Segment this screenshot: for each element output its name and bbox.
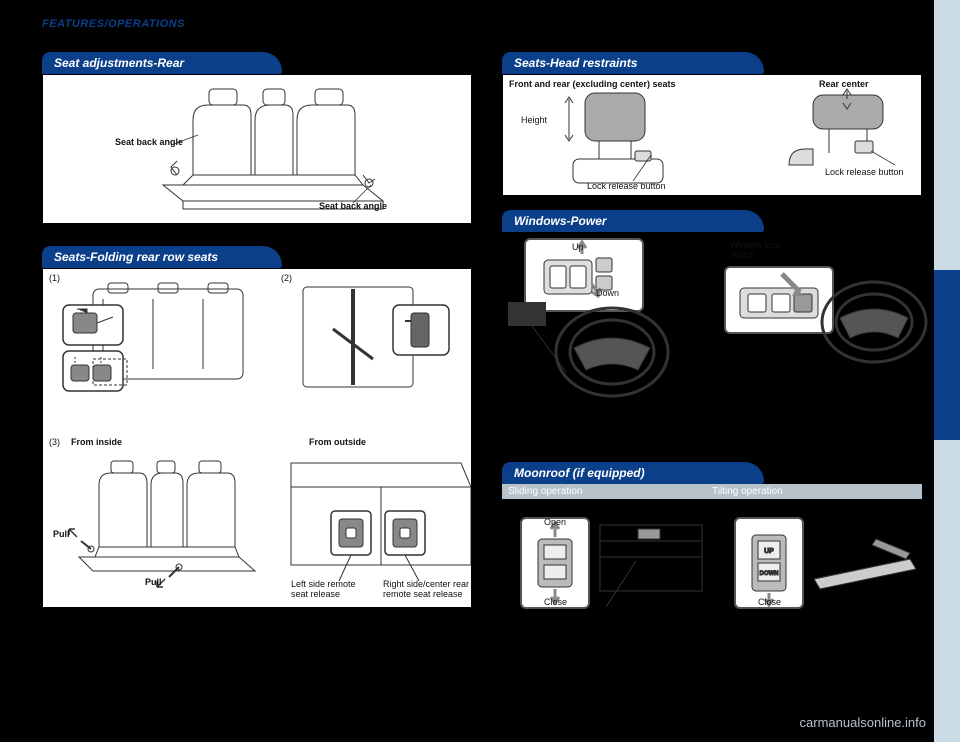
label-left-release: Left side remote seat release — [291, 579, 371, 599]
panel-moonroof: Open Close UP — [502, 499, 922, 629]
label-down-text: DOWN — [760, 571, 779, 577]
label-lock-1: Lock release button — [587, 181, 666, 191]
watermark: carmanualsonline.info — [800, 715, 926, 730]
section-moonroof: Moonroof (if equipped) — [502, 462, 764, 484]
page-header: FEATURES/OPERATIONS — [42, 18, 185, 30]
label-close-2: Close — [758, 597, 781, 607]
step-2: (2) — [281, 273, 292, 283]
label-up-text: UP — [764, 548, 774, 555]
subhead-moonroof: Sliding operation Tilting operation — [502, 484, 922, 499]
step-3: (3) — [49, 437, 60, 447]
label-window-lock: Window lock switch — [730, 240, 800, 260]
label-open: Open — [544, 517, 566, 527]
label-down: Down — [596, 288, 619, 298]
label-close-1: Close — [544, 597, 567, 607]
panel-windows-power: Up Down Window lock switch — [502, 232, 922, 402]
label-sliding: Sliding operation — [508, 486, 712, 497]
label-pull-2: Pull — [145, 577, 162, 587]
section-seat-adj-rear: Seat adjustments-Rear — [42, 52, 282, 74]
label-pull-1: Pull — [53, 529, 70, 539]
panel-folding-rear: (1) (2) — [42, 268, 472, 608]
label-rear-center: Rear center — [819, 79, 869, 89]
label-right-release: Right side/center rear remote seat relea… — [383, 579, 473, 599]
label-from-outside: From outside — [309, 437, 366, 447]
label-front-rear: Front and rear (excluding center) seats — [509, 79, 676, 89]
label-height: Height — [521, 115, 547, 125]
step-1: (1) — [49, 273, 60, 283]
inset-sliding: Open Close — [520, 517, 590, 609]
label-seatback-angle-2: Seat back angle — [319, 201, 387, 211]
section-folding-rear: Seats-Folding rear row seats — [42, 246, 282, 268]
panel-seat-adj-rear: Seat back angle Seat back angle — [42, 74, 472, 224]
label-up: Up — [572, 242, 584, 252]
section-head-restraints: Seats-Head restraints — [502, 52, 764, 74]
inset-tilting: UP DOWN Close — [734, 517, 804, 609]
panel-head-restraints: Front and rear (excluding center) seats … — [502, 74, 922, 196]
label-seatback-angle-1: Seat back angle — [103, 137, 183, 147]
label-tilting: Tilting operation — [712, 486, 916, 497]
label-from-inside: From inside — [71, 437, 122, 447]
side-tab — [934, 0, 960, 742]
section-windows-power: Windows-Power — [502, 210, 764, 232]
label-lock-2: Lock release button — [825, 167, 904, 177]
